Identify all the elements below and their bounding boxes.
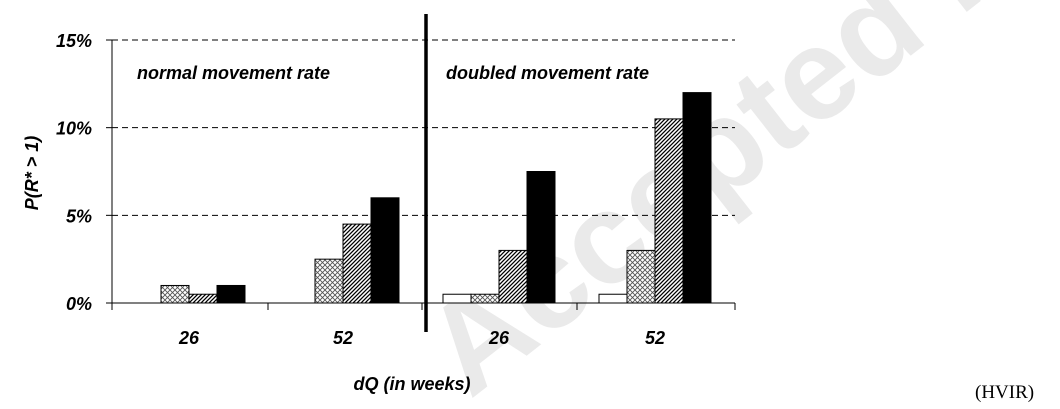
x-tick-labels: 26 52 26 52 (178, 328, 665, 348)
y-tick-label: 15% (56, 31, 92, 51)
axes (111, 14, 736, 332)
bar (626, 249, 656, 304)
bar (654, 118, 684, 304)
bar (498, 249, 528, 304)
x-tick-label: 52 (333, 328, 353, 348)
x-axis-title: dQ (in weeks) (353, 374, 470, 394)
bar (314, 258, 344, 304)
panel-label-normal: normal movement rate (137, 63, 330, 83)
bar (470, 293, 500, 304)
y-tick-labels: 0% 5% 10% 15% (56, 31, 112, 314)
y-tick-label: 0% (66, 294, 92, 314)
y-tick-label: 10% (56, 119, 92, 139)
bars (160, 92, 712, 304)
bar (682, 92, 712, 304)
y-tick-label: 5% (66, 206, 92, 226)
gridlines (112, 39, 735, 216)
x-tick-label: 52 (645, 328, 665, 348)
x-tick-label: 26 (178, 328, 200, 348)
bar (598, 293, 628, 304)
panel-label-doubled: doubled movement rate (446, 63, 649, 83)
x-tick-label: 26 (488, 328, 510, 348)
y-axis-title: P(R* > 1) (22, 136, 42, 211)
bar (526, 171, 556, 304)
bar (342, 223, 372, 304)
bar (442, 293, 472, 304)
bar (188, 293, 218, 304)
side-tag: (HVIR) (975, 382, 1034, 403)
bar (160, 284, 190, 304)
bar (216, 284, 246, 304)
bar (370, 197, 400, 304)
